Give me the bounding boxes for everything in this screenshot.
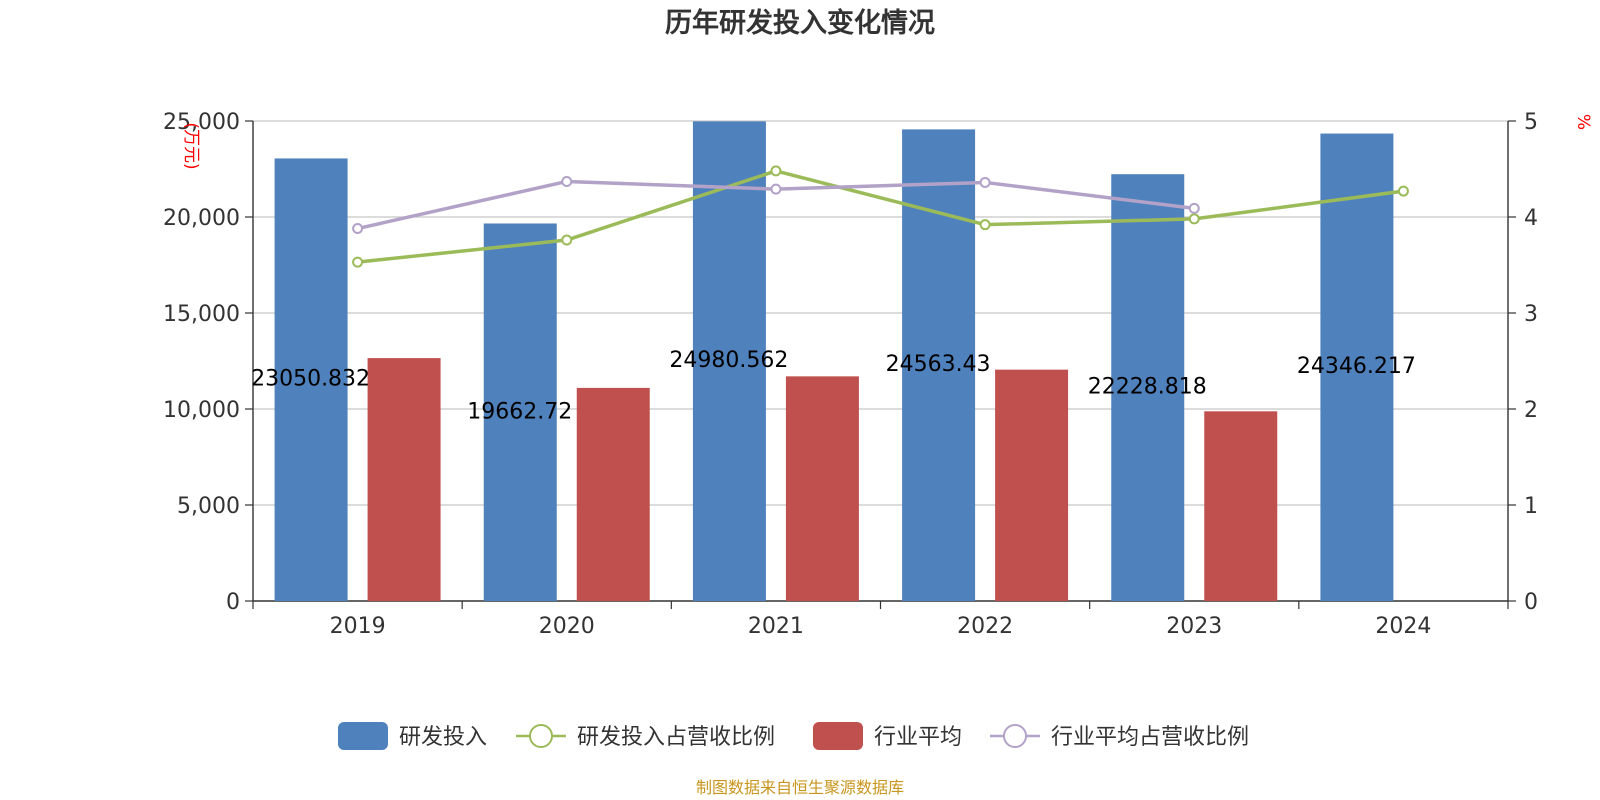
right-tick-label: 2 xyxy=(1524,398,1538,423)
lines xyxy=(352,165,1409,268)
bar-rd-investment xyxy=(483,223,557,601)
line-point xyxy=(352,256,364,268)
legend-label: 研发投入占营收比例 xyxy=(577,725,775,750)
x-tick-label: 2023 xyxy=(1166,614,1222,639)
line-point xyxy=(1397,185,1409,197)
line-rd-ratio xyxy=(357,169,1404,264)
legend-label: 行业平均占营收比例 xyxy=(1051,725,1249,750)
right-tick-label: 1 xyxy=(1524,494,1538,519)
legend-label: 行业平均 xyxy=(874,725,962,750)
bar-rd-investment xyxy=(1320,133,1394,602)
right-tick-label: 3 xyxy=(1524,302,1538,327)
x-tick-label: 2020 xyxy=(539,614,595,639)
legend: 研发投入 研发投入占营收比例 行业平均 行业平均占营收比例 xyxy=(338,722,1249,750)
left-tick-label: 0 xyxy=(226,590,240,615)
left-tick-label: 15,000 xyxy=(163,302,240,327)
legend-swatch xyxy=(338,722,388,750)
bar-rd-investment xyxy=(1111,174,1185,601)
x-tick-label: 2019 xyxy=(330,614,386,639)
left-axis-unit: (万元) xyxy=(181,122,201,169)
line-point xyxy=(561,175,573,187)
bar-data-label: 19662.72 xyxy=(467,399,572,424)
bar-rd-investment xyxy=(274,158,348,602)
line-point xyxy=(979,176,991,188)
bar-industry-average xyxy=(367,358,441,601)
left-tick-label: 20,000 xyxy=(163,206,240,231)
line-point xyxy=(979,219,991,231)
axes: 0 5,000 10,000 15,000 20,000 25,000 0 1 2 3 4 5 2019… xyxy=(163,110,1538,639)
data-labels: 23050.832 19662.72 24980.562 24563.43 22228.… xyxy=(251,348,1416,425)
grid-lines xyxy=(253,120,1508,506)
right-tick-label: 5 xyxy=(1524,110,1538,135)
bar-data-label: 22228.818 xyxy=(1088,374,1207,399)
source-note: 制图数据来自恒生聚源数据库 xyxy=(696,778,904,797)
bar-industry-average xyxy=(995,369,1069,601)
bar-rd-investment xyxy=(692,121,766,602)
left-tick-label: 10,000 xyxy=(163,398,240,423)
bar-data-label: 23050.832 xyxy=(251,366,370,391)
legend-marker xyxy=(529,724,553,748)
right-tick-label: 4 xyxy=(1524,206,1538,231)
bar-industry-average xyxy=(576,387,650,601)
left-tick-label: 25,000 xyxy=(163,110,240,135)
x-tick-label: 2021 xyxy=(748,614,804,639)
left-tick-label: 5,000 xyxy=(177,494,240,519)
chart-title: 历年研发投入变化情况 xyxy=(665,7,935,39)
line-point xyxy=(770,183,782,195)
bar-industry-average xyxy=(785,376,859,601)
line-point xyxy=(352,223,364,235)
bars xyxy=(274,121,1394,602)
right-tick-label: 0 xyxy=(1524,590,1538,615)
right-axis-unit: % xyxy=(1573,114,1593,130)
bar-data-label: 24980.562 xyxy=(669,348,788,373)
legend-marker xyxy=(1003,724,1027,748)
line-point xyxy=(770,165,782,177)
x-tick-label: 2024 xyxy=(1375,614,1431,639)
bar-industry-average xyxy=(1204,411,1278,601)
legend-label: 研发投入 xyxy=(399,725,487,750)
line-point xyxy=(1188,202,1200,214)
legend-swatch xyxy=(813,722,863,750)
x-tick-label: 2022 xyxy=(957,614,1013,639)
line-point xyxy=(561,234,573,246)
bar-data-label: 24563.43 xyxy=(886,352,991,377)
line-point xyxy=(1188,213,1200,225)
bar-data-label: 24346.217 xyxy=(1297,354,1416,379)
